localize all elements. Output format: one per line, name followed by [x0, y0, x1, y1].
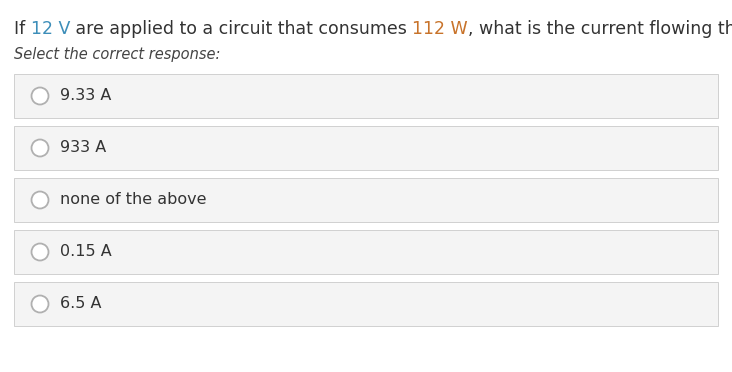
Text: 0.15 A: 0.15 A — [60, 244, 112, 260]
Circle shape — [31, 295, 48, 312]
Text: , what is the current flowing through the circuit?: , what is the current flowing through th… — [468, 20, 732, 38]
Circle shape — [31, 87, 48, 105]
Circle shape — [31, 140, 48, 157]
Bar — [14, 74, 718, 118]
Text: 112 W: 112 W — [413, 20, 468, 38]
Bar — [14, 126, 718, 170]
Bar — [14, 230, 718, 274]
Text: 933 A: 933 A — [60, 141, 106, 155]
Circle shape — [31, 244, 48, 260]
Text: are applied to a circuit that consumes: are applied to a circuit that consumes — [70, 20, 413, 38]
Bar — [14, 282, 718, 326]
Text: 6.5 A: 6.5 A — [60, 296, 102, 311]
Circle shape — [31, 192, 48, 208]
Bar — [14, 178, 718, 222]
Text: 12 V: 12 V — [31, 20, 70, 38]
Text: Select the correct response:: Select the correct response: — [14, 47, 220, 62]
Text: If: If — [14, 20, 31, 38]
Text: none of the above: none of the above — [60, 192, 206, 208]
Text: 9.33 A: 9.33 A — [60, 89, 111, 103]
